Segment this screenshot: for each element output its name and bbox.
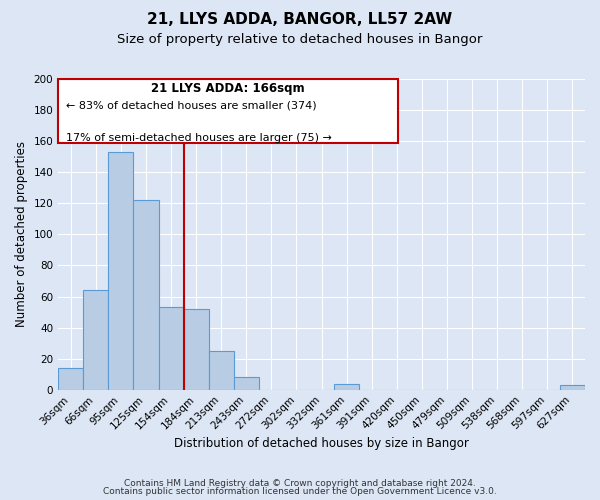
Bar [184,309,209,390]
Bar [158,308,184,390]
Bar [133,200,158,390]
Y-axis label: Number of detached properties: Number of detached properties [15,142,28,328]
Bar [334,384,359,390]
Text: Contains HM Land Registry data © Crown copyright and database right 2024.: Contains HM Land Registry data © Crown c… [124,478,476,488]
Bar [234,378,259,390]
FancyBboxPatch shape [58,79,398,142]
X-axis label: Distribution of detached houses by size in Bangor: Distribution of detached houses by size … [174,437,469,450]
Bar [109,152,133,390]
Bar [58,368,83,390]
Text: 21 LLYS ADDA: 166sqm: 21 LLYS ADDA: 166sqm [151,82,305,95]
Bar [560,385,585,390]
Text: Size of property relative to detached houses in Bangor: Size of property relative to detached ho… [118,32,482,46]
Text: ← 83% of detached houses are smaller (374): ← 83% of detached houses are smaller (37… [66,101,317,111]
Text: 21, LLYS ADDA, BANGOR, LL57 2AW: 21, LLYS ADDA, BANGOR, LL57 2AW [148,12,452,28]
Text: 17% of semi-detached houses are larger (75) →: 17% of semi-detached houses are larger (… [66,134,332,143]
Text: Contains public sector information licensed under the Open Government Licence v3: Contains public sector information licen… [103,487,497,496]
Bar [209,351,234,390]
Bar [83,290,109,390]
